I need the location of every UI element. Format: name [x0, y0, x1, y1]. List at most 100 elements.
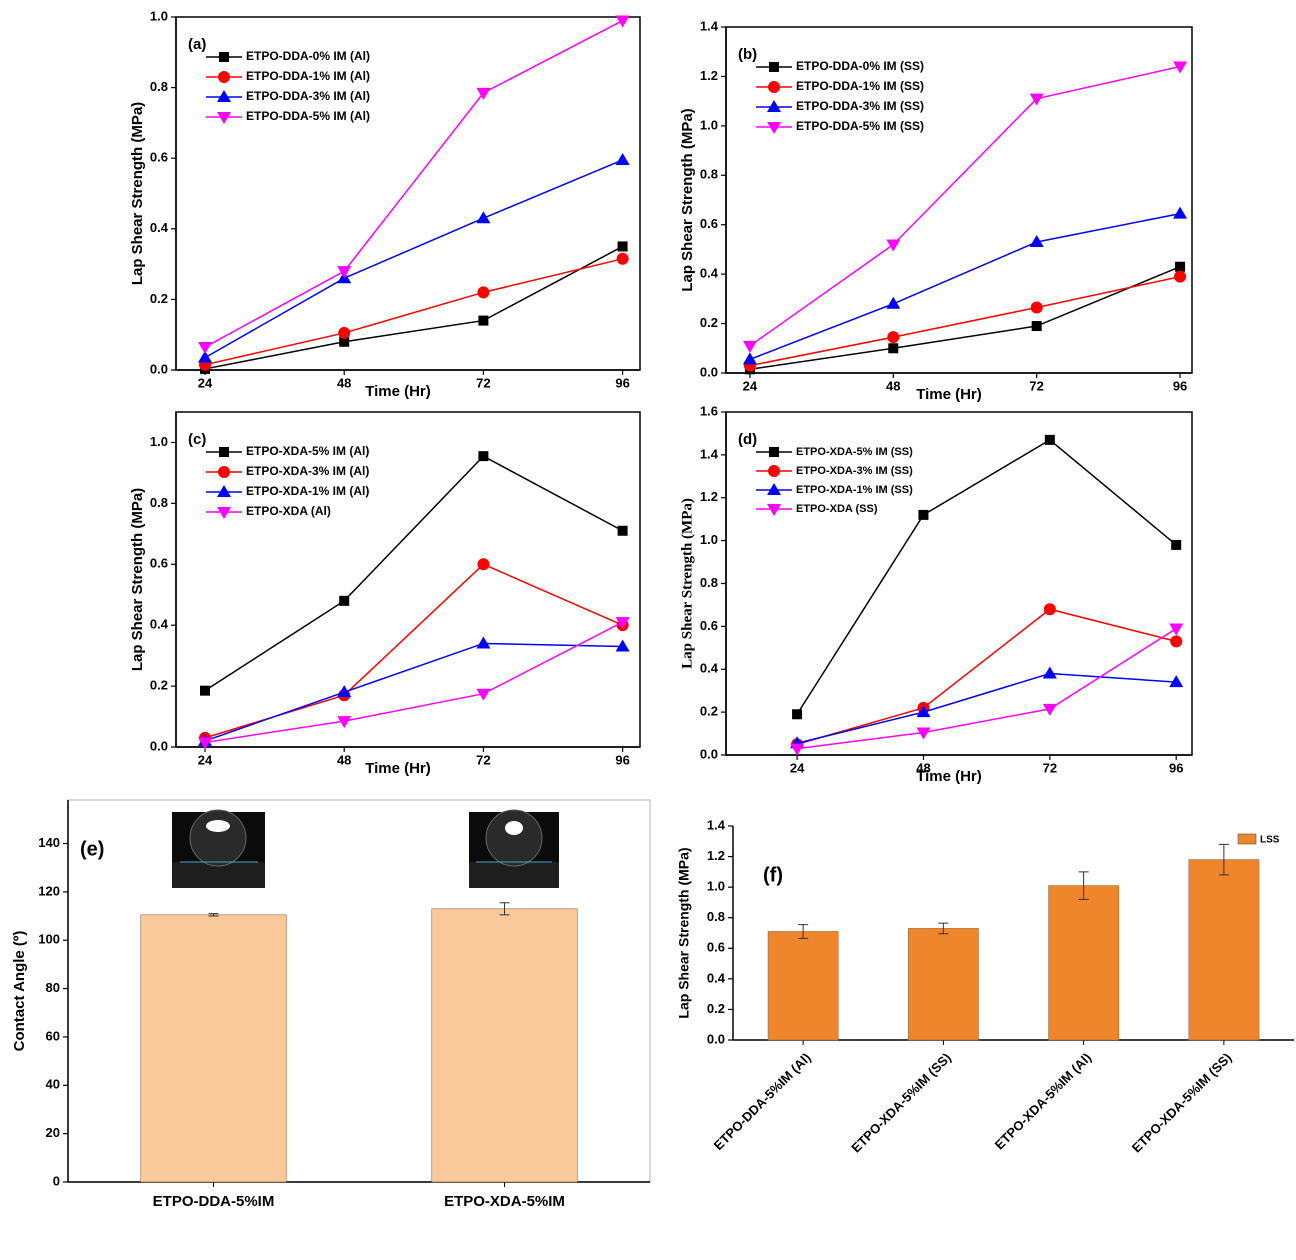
marker — [1173, 61, 1188, 74]
y-tick-label: 1.2 — [700, 68, 718, 83]
series-line — [204, 258, 623, 366]
marker — [918, 509, 929, 520]
bar — [1048, 885, 1119, 1041]
x-tick-label: 96 — [1173, 378, 1187, 393]
legend-label: ETPO-XDA (SS) — [796, 503, 878, 515]
legend-label: ETPO-DDA-5% IM (Al) — [246, 109, 370, 123]
y-tick-label: 0.0 — [707, 1031, 725, 1046]
x-tick-label: 24 — [790, 760, 805, 775]
legend-marker — [769, 62, 779, 72]
marker — [886, 239, 901, 252]
legend-label: ETPO-DDA-0% IM (Al) — [246, 49, 370, 63]
series-line — [204, 642, 623, 742]
x-tick-label: 96 — [1169, 760, 1183, 775]
legend-label: ETPO-DDA-3% IM (Al) — [246, 89, 370, 103]
legend-label: ETPO-XDA-1% IM (Al) — [246, 484, 369, 498]
marker — [916, 705, 931, 718]
x-tick-label: 24 — [198, 752, 213, 767]
x-tick-label: ETPO-XDA-5%IM (Al) — [992, 1050, 1095, 1153]
y-tick-label: 1.6 — [700, 403, 718, 418]
y-tick-label: 60 — [46, 1028, 60, 1043]
marker — [339, 595, 350, 606]
marker — [1173, 206, 1188, 219]
x-tick-label: ETPO-XDA-5%IM (SS) — [1129, 1050, 1235, 1156]
bar — [1188, 859, 1260, 1041]
y-tick-label: 1.0 — [150, 8, 168, 23]
legend-marker — [218, 71, 230, 83]
legend-label: ETPO-DDA-0% IM (SS) — [796, 59, 924, 73]
y-tick-label: 0.8 — [707, 909, 725, 924]
legend-marker — [219, 447, 229, 457]
x-tick-label: 48 — [337, 375, 351, 390]
legend-label: ETPO-XDA-5% IM (SS) — [796, 446, 913, 458]
y-tick-label: 0.2 — [150, 291, 168, 306]
marker — [1171, 539, 1182, 550]
legend-label: ETPO-XDA-1% IM (SS) — [796, 484, 913, 496]
marker — [615, 639, 630, 652]
marker — [888, 343, 899, 354]
panel-label: (c) — [188, 431, 206, 448]
y-tick-label: 120 — [38, 883, 60, 898]
marker — [1174, 270, 1187, 283]
x-tick-label: 48 — [916, 760, 930, 775]
y-tick-label: 0.2 — [700, 704, 718, 719]
x-tick-label: ETPO-XDA-5%IM (SS) — [848, 1050, 954, 1156]
legend-marker — [767, 122, 781, 134]
legend-label: ETPO-XDA-3% IM (Al) — [246, 464, 369, 478]
panel-label: (a) — [188, 36, 206, 53]
series-line — [796, 672, 1177, 744]
y-tick-label: 0.2 — [707, 1001, 725, 1016]
x-tick-label: 72 — [476, 375, 490, 390]
marker — [1029, 235, 1044, 248]
marker — [887, 331, 900, 344]
y-tick-label: 20 — [46, 1125, 60, 1140]
y-axis-label: Lap Shear Strength (MPa) — [679, 498, 695, 669]
x-tick-label: 96 — [615, 752, 629, 767]
marker — [337, 685, 352, 698]
legend-marker — [217, 90, 231, 102]
series-line — [204, 245, 623, 370]
marker — [198, 350, 212, 363]
y-tick-label: 1.4 — [700, 446, 719, 461]
x-tick-label: 24 — [198, 375, 213, 390]
y-tick-label: 0.8 — [700, 575, 718, 590]
y-tick-label: 0.8 — [150, 79, 168, 94]
error-bar — [499, 902, 510, 916]
x-axis-label: Time (Hr) — [916, 768, 982, 785]
x-tick-label: ETPO-XDA-5%IM — [444, 1193, 565, 1210]
x-tick-label: 72 — [476, 752, 490, 767]
x-tick-label: ETPO-DDA-5%IM — [153, 1193, 275, 1210]
legend-marker — [217, 507, 231, 519]
marker — [339, 336, 350, 347]
y-tick-label: 40 — [46, 1077, 60, 1092]
panel-label: (e) — [80, 838, 104, 860]
error-bar — [938, 922, 949, 935]
legend-label: LSS — [1260, 835, 1280, 846]
legend-label: ETPO-XDA-3% IM (SS) — [796, 465, 913, 477]
series-line — [204, 621, 623, 744]
marker — [337, 716, 352, 729]
marker — [477, 558, 490, 571]
y-tick-label: 1.2 — [707, 848, 725, 863]
legend-marker — [768, 81, 780, 93]
y-tick-label: 0.4 — [150, 617, 169, 632]
legend-marker — [218, 466, 230, 478]
marker — [1042, 703, 1057, 716]
series-line — [796, 608, 1177, 746]
x-axis-label: Time (Hr) — [365, 760, 431, 777]
y-tick-label: 1.0 — [700, 532, 718, 547]
bar — [140, 914, 287, 1183]
y-tick-label: 1.0 — [150, 434, 168, 449]
marker — [615, 617, 630, 630]
legend-marker — [219, 52, 229, 62]
marker — [742, 340, 757, 353]
marker — [742, 352, 757, 365]
series-line — [204, 455, 623, 692]
marker — [617, 525, 628, 536]
bar — [908, 928, 979, 1041]
x-axis-label: Time (Hr) — [365, 383, 431, 400]
marker — [478, 315, 489, 326]
x-tick-label: 96 — [615, 375, 629, 390]
panel-label: (f) — [763, 864, 783, 886]
y-tick-label: 0.2 — [700, 315, 718, 330]
